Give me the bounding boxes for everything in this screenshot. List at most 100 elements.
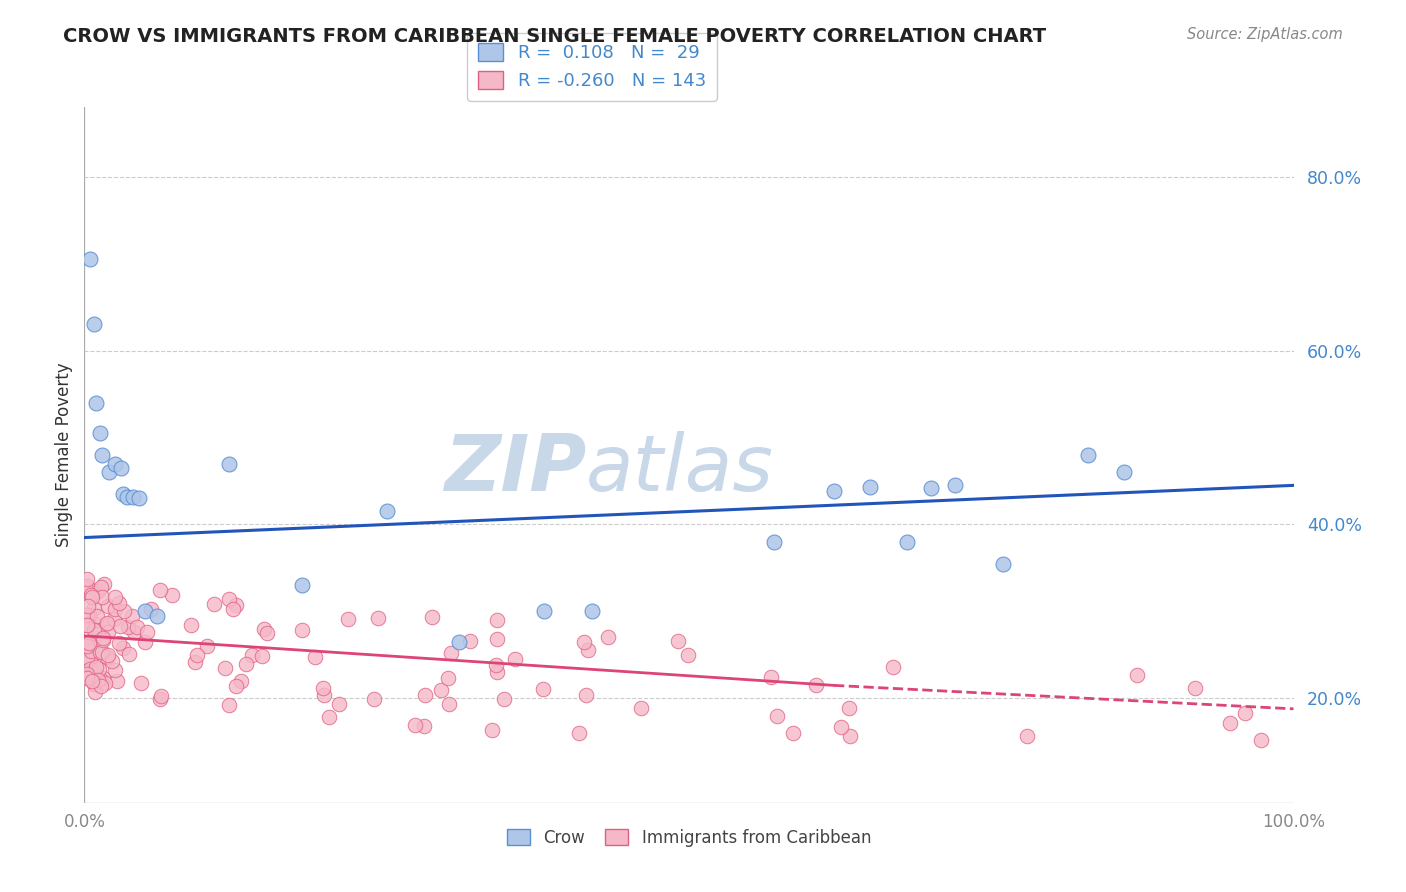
Point: [1015, 729, 1038, 743]
Point: [823, 484, 845, 499]
Point: [1126, 667, 1149, 681]
Point: [86, 660, 108, 674]
Point: [83, 623, 105, 637]
Point: [1234, 706, 1257, 720]
Point: [782, 726, 804, 740]
Point: [240, 648, 263, 663]
Point: [110, 461, 132, 475]
Point: [1250, 733, 1272, 747]
Point: [762, 534, 785, 549]
Point: [437, 671, 460, 685]
Point: [252, 649, 274, 664]
Point: [107, 674, 129, 689]
Point: [150, 689, 173, 703]
Point: [89, 662, 111, 676]
Point: [91, 591, 114, 605]
Point: [86, 609, 108, 624]
Point: [89, 672, 111, 686]
Point: [79, 650, 101, 665]
Point: [195, 639, 218, 653]
Point: [231, 674, 253, 689]
Point: [112, 487, 135, 501]
Point: [104, 457, 127, 471]
Point: [76, 618, 98, 632]
Point: [180, 618, 202, 632]
Point: [531, 682, 554, 697]
Point: [375, 504, 398, 518]
Point: [439, 697, 461, 711]
Point: [830, 720, 852, 734]
Point: [87, 627, 110, 641]
Point: [481, 723, 503, 737]
Point: [202, 598, 225, 612]
Point: [87, 673, 110, 687]
Point: [77, 581, 100, 595]
Point: [882, 660, 904, 674]
Point: [91, 633, 114, 648]
Point: [806, 678, 828, 692]
Point: [312, 681, 335, 695]
Point: [122, 624, 145, 639]
Point: [134, 605, 156, 619]
Point: [121, 490, 143, 504]
Point: [533, 605, 555, 619]
Point: [94, 616, 117, 631]
Point: [149, 582, 172, 597]
Point: [440, 646, 463, 660]
Text: ZIP: ZIP: [444, 431, 586, 507]
Point: [136, 624, 159, 639]
Point: [82, 663, 104, 677]
Point: [759, 671, 782, 685]
Point: [235, 657, 257, 671]
Point: [486, 613, 509, 627]
Point: [1184, 681, 1206, 695]
Point: [89, 645, 111, 659]
Point: [218, 698, 240, 713]
Point: [76, 637, 98, 651]
Point: [112, 604, 135, 618]
Point: [494, 692, 516, 706]
Point: [146, 608, 169, 623]
Y-axis label: Single Female Poverty: Single Female Poverty: [55, 363, 73, 547]
Point: [598, 630, 620, 644]
Point: [76, 618, 98, 632]
Point: [943, 478, 966, 492]
Point: [110, 619, 132, 633]
Point: [581, 605, 603, 619]
Point: [328, 697, 350, 711]
Point: [108, 635, 131, 649]
Point: [630, 701, 652, 715]
Point: [993, 557, 1015, 571]
Point: [111, 641, 134, 656]
Point: [291, 578, 314, 592]
Point: [84, 684, 107, 698]
Point: [83, 601, 105, 615]
Point: [91, 448, 114, 462]
Point: [314, 688, 336, 702]
Point: [1114, 466, 1136, 480]
Point: [505, 651, 527, 665]
Point: [89, 426, 111, 441]
Point: [84, 616, 107, 631]
Point: [76, 671, 98, 685]
Point: [101, 654, 124, 668]
Point: [93, 576, 115, 591]
Point: [256, 626, 278, 640]
Point: [104, 590, 127, 604]
Point: [222, 602, 245, 616]
Point: [103, 612, 125, 626]
Point: [104, 601, 127, 615]
Point: [76, 670, 98, 684]
Point: [896, 534, 918, 549]
Point: [766, 709, 789, 723]
Point: [131, 676, 153, 690]
Point: [76, 573, 98, 587]
Point: [149, 692, 172, 706]
Point: [291, 623, 314, 637]
Point: [304, 650, 326, 665]
Point: [1077, 448, 1099, 462]
Point: [87, 622, 110, 636]
Point: [125, 620, 148, 634]
Point: [91, 671, 114, 685]
Point: [318, 710, 340, 724]
